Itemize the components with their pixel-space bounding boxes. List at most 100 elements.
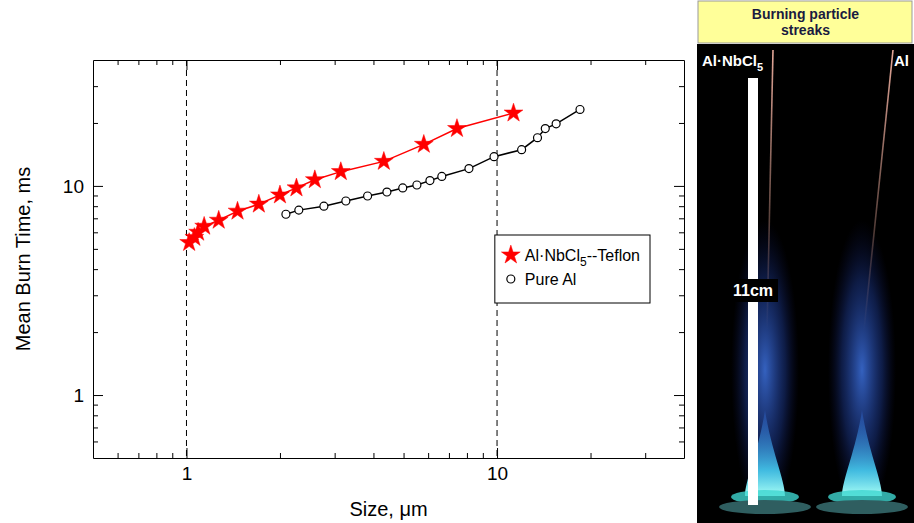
marker [414,134,433,152]
x-axis-line [94,458,685,459]
y-axis-right [674,61,685,459]
y-minor-tick-mark [93,195,98,196]
x-minor-tick-mark [172,453,173,458]
y-tick-label: 1 [73,385,84,406]
x-minor-top-tick [118,60,119,65]
text-part: Al·NbCl [702,52,757,69]
x-minor-tick-mark [156,453,157,458]
y-minor-tick-mark [93,332,98,333]
y-minor-right-tick-mark [679,295,684,296]
y-minor-right-tick [679,295,684,296]
x-minor-top-tick-mark [118,60,119,65]
y-minor-tick-mark [93,123,98,124]
y-minor-right-tick [679,441,684,442]
marker [195,216,214,234]
y-axis-title: Mean Burn Time, ms [12,167,34,352]
x-tick-label: 10 [487,463,508,484]
legend-item: Al·NbCl5--Teflon [501,245,640,269]
legend-box [495,235,650,303]
legend-label: Al·NbCl5--Teflon [525,247,640,269]
y-minor-tick [93,415,98,416]
x-minor-top [118,60,646,65]
y-minor-tick [93,206,98,207]
x-minor-tick [335,453,336,458]
marker [426,177,434,185]
y-axis-line [93,61,94,459]
y-minor-right-tick-mark [679,232,684,233]
marker [331,162,350,180]
y-minor-tick-mark [93,427,98,428]
y-minor-right-tick [679,269,684,270]
x-minor-top-tick [156,60,157,65]
x-minor-top-tick-mark [335,60,336,65]
marker [518,146,526,154]
x-minor-tick-mark [335,453,336,458]
y-minor-right-tick [679,332,684,333]
x-minor-tick [172,453,173,458]
photo-title: Burning particlestreaks [752,6,860,38]
marker [320,202,328,210]
y-minor-right-tick-mark [679,218,684,219]
marker [490,153,498,161]
y-minor-tick [93,295,98,296]
x-minor-top-tick-mark [280,60,281,65]
x-minor-tick-mark [645,453,646,458]
y-minor-tick [93,441,98,442]
x-tick: 10 [487,448,508,484]
x-minor-top-tick-mark [172,60,173,65]
y-tick: 10 [63,175,103,196]
x-minor [118,453,646,458]
x-tick-mark [186,448,187,458]
x-minor-top-tick-mark [138,60,139,65]
burner-plate [719,500,811,514]
y-tick: 1 [73,385,103,406]
x-minor-tick-mark [280,453,281,458]
y-minor-right-tick [679,232,684,233]
y-minor [93,87,98,442]
y-tick-mark [93,395,103,396]
marker [364,192,372,200]
y-minor-right-tick [679,427,684,428]
x-minor-tick [138,453,139,458]
marker [374,151,393,169]
x-tick-mark [497,448,498,458]
text-part: Al·NbCl [525,247,580,264]
marker [342,197,350,205]
x-minor-tick [280,453,281,458]
x-top-tick [186,60,187,70]
photo-label: Al [894,52,909,69]
marker [576,105,584,113]
flame-plume [828,220,896,520]
y-minor-tick [93,232,98,233]
x-minor-tick-mark [138,453,139,458]
x-top-tick [497,60,498,70]
x-minor-tick-mark [404,453,405,458]
y-right-tick [674,186,684,187]
y-minor-right-tick-mark [679,269,684,270]
x-minor-top-tick [591,60,592,65]
marker [209,210,228,228]
x-minor-top-tick [483,60,484,65]
photo-background [697,44,914,523]
x-minor-tick-mark [449,453,450,458]
marker [399,184,407,192]
x-minor-top-tick-mark [483,60,484,65]
marks [180,103,584,250]
x-minor-tick [645,453,646,458]
x-tick: 1 [182,448,193,484]
y-minor-tick [93,218,98,219]
y-minor-tick-mark [93,86,98,87]
x-top-tick-mark [497,60,498,70]
y-minor-tick-mark [93,218,98,219]
scale-label: 11cm [733,282,773,299]
y-minor-tick [93,427,98,428]
y-minor-right-tick [679,123,684,124]
y-minor-tick-mark [93,415,98,416]
x-minor-tick-mark [428,453,429,458]
marker [534,134,542,142]
legend-item: Pure Al [507,271,577,288]
x-minor-top-tick [280,60,281,65]
title-line: Burning particle [752,6,860,22]
x-minor-top-tick [428,60,429,65]
x-minor-top-tick [449,60,450,65]
